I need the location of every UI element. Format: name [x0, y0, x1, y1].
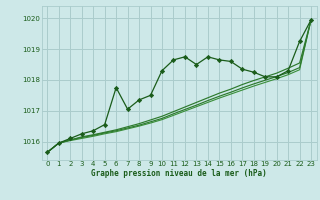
X-axis label: Graphe pression niveau de la mer (hPa): Graphe pression niveau de la mer (hPa) — [91, 169, 267, 178]
